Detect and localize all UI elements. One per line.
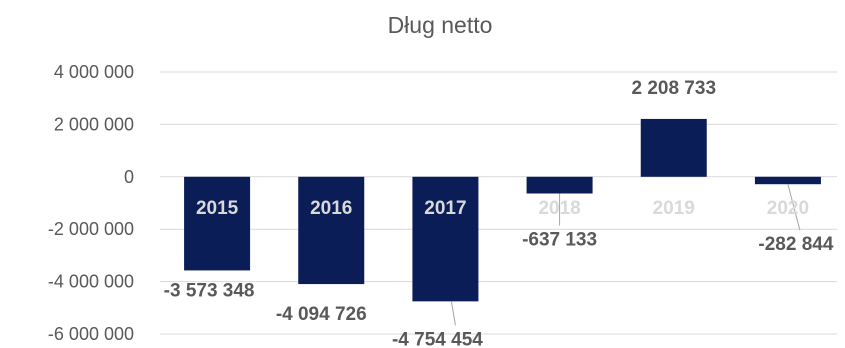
value-label: -4 094 726 — [276, 304, 367, 325]
leader-line — [787, 184, 801, 231]
category-label: 2017 — [424, 198, 466, 219]
value-label: -3 573 348 — [164, 280, 255, 301]
value-label: 2 208 733 — [631, 78, 716, 99]
bars — [184, 118, 821, 302]
category-label: 2020 — [767, 198, 809, 219]
y-tick-label: -4 000 000 — [48, 272, 134, 292]
y-tick-label: 4 000 000 — [54, 62, 134, 82]
category-label: 2016 — [310, 198, 352, 219]
leader-line — [450, 301, 456, 326]
leader-lines — [450, 184, 801, 326]
category-labels: 2015 2016 2017 2018 2019 2020 — [196, 198, 809, 219]
y-tick-label: 0 — [124, 167, 134, 187]
bar — [754, 176, 821, 185]
y-tick-label: -2 000 000 — [48, 219, 134, 239]
gridlines — [160, 71, 837, 335]
value-label: -282 844 — [758, 234, 833, 255]
y-tick-label: -6 000 000 — [48, 324, 134, 344]
y-tick-label: 2 000 000 — [54, 114, 134, 134]
value-label: -637 133 — [522, 229, 597, 250]
value-label: -4 754 454 — [392, 329, 483, 348]
bar — [526, 176, 593, 194]
bar — [298, 176, 365, 285]
bar — [640, 118, 707, 177]
category-label: 2019 — [653, 198, 695, 219]
category-label: 2018 — [538, 198, 580, 219]
bar — [184, 176, 251, 271]
y-axis: 4 000 000 2 000 000 0 -2 000 000 -4 000 000 -… — [48, 62, 134, 344]
category-label: 2015 — [196, 198, 239, 219]
value-labels: -3 573 348 -4 094 726 -4 754 454 -637 133 2 … — [164, 78, 834, 348]
bar — [412, 176, 479, 302]
chart-title: Dług netto — [388, 12, 493, 38]
